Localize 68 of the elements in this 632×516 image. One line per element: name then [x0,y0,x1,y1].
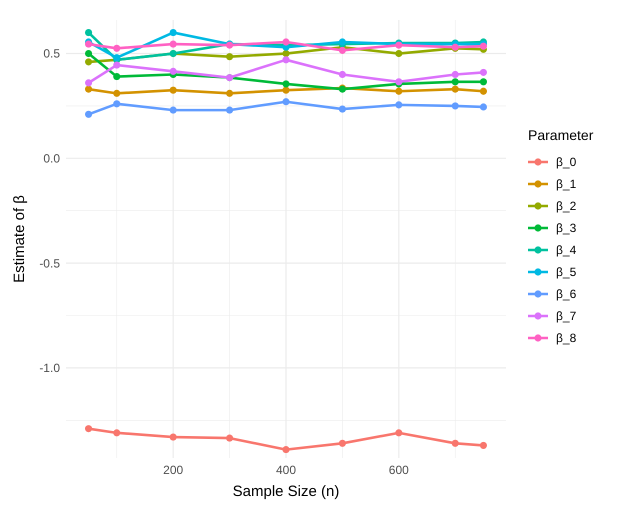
legend-label: β_0 [556,155,577,170]
point [282,86,290,94]
legend-label: β_2 [556,199,577,214]
x-tick-label: 600 [388,463,410,477]
x-tick-label: 400 [276,463,296,477]
x-axis-title: Sample Size (n) [232,483,340,500]
point [480,68,488,76]
x-tick-label: 200 [163,463,184,477]
point [226,434,234,442]
point [84,86,92,93]
point [452,440,459,447]
legend-label: β_3 [556,221,577,236]
legend-label: β_7 [556,309,577,324]
point [338,440,346,447]
point [395,88,402,95]
point [226,106,234,114]
y-tick-label: -0.5 [39,256,60,270]
point [338,38,346,46]
point [84,40,92,48]
point [395,429,402,436]
point [113,90,120,97]
point [395,101,402,108]
point [170,106,177,114]
point [338,46,346,54]
legend-label: β_4 [556,243,577,258]
point [338,106,346,113]
point [480,442,488,449]
y-tick-label: 0.5 [43,46,60,61]
point [480,88,488,95]
point [452,102,459,110]
point [480,103,488,111]
point [84,50,92,58]
point [170,433,177,441]
legend-label: β_1 [556,177,577,192]
y-axis-title: Estimate of β [11,194,28,283]
point [480,78,488,86]
point [170,40,177,48]
legend-label: β_8 [556,331,577,346]
point [452,78,459,86]
point [170,86,177,94]
point [84,110,92,118]
y-tick-label: -1.0 [39,361,60,376]
point [282,38,290,46]
point [226,90,234,97]
point [113,44,120,52]
point [452,70,459,78]
point [282,56,290,64]
point [282,446,290,454]
point [84,79,92,86]
point [113,61,120,69]
point [84,425,92,432]
legend-label: β_6 [556,287,577,302]
point [170,68,177,75]
legend-title: Parameter [528,127,594,143]
point [84,58,92,66]
point [113,429,120,436]
point [170,29,177,36]
point [395,50,402,58]
y-tick-label: 0.0 [43,152,60,166]
point [452,86,459,93]
point [84,29,92,36]
point [282,98,290,106]
legend-label: β_5 [556,265,577,280]
point [226,53,234,60]
point [113,100,120,108]
point [113,73,120,80]
point [338,70,346,78]
point [282,80,290,88]
